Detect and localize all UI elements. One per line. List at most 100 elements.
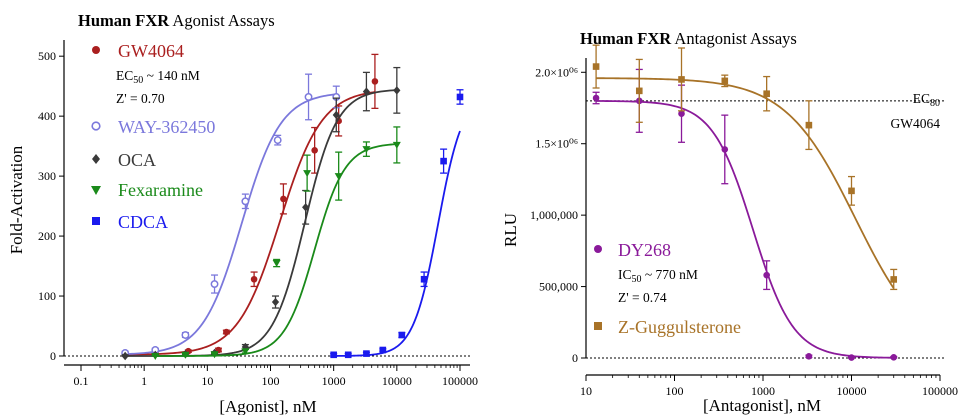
- data-point-dy268: [848, 354, 855, 361]
- marker-cdca: [456, 93, 464, 101]
- legend-label-fexaramine: Fexaramine: [118, 180, 203, 200]
- marker-z-guggulsterone: [763, 90, 770, 98]
- legend-label-dy268: DY268: [618, 240, 671, 260]
- marker-dy268: [890, 353, 898, 361]
- marker-fexaramine: [241, 348, 250, 356]
- marker-fexaramine: [151, 353, 160, 360]
- marker-dy268: [848, 354, 855, 361]
- legend-marker-dy268: [594, 245, 602, 253]
- series-dy268: [592, 68, 898, 361]
- agonist-legend: GW4064 EC50 ~ 140 nM Z' = 0.70 WAY-36245…: [91, 41, 215, 232]
- legend-item-oca: OCA: [92, 150, 156, 170]
- data-point-z-guggulsterone: [890, 268, 898, 291]
- marker-z-guggulsterone: [848, 187, 855, 195]
- marker-gw4064: [311, 147, 318, 154]
- legend-item-way-362450: WAY-362450: [91, 117, 215, 137]
- marker-z-guggulsterone: [592, 63, 600, 70]
- data-point-dy268: [763, 260, 771, 291]
- y-tick-label: 1.5×10⁰⁶: [535, 137, 578, 151]
- data-point-z-guggulsterone: [592, 44, 600, 89]
- data-point-cdca: [440, 148, 448, 174]
- x-tick-label: 100000: [922, 384, 958, 398]
- marker-way-362450: [304, 93, 313, 101]
- x-tick-label: 10: [580, 384, 592, 398]
- y-tick-label: 1,000,000: [530, 208, 578, 222]
- data-point-way-362450: [210, 274, 219, 294]
- x-tick-label: 100: [666, 384, 684, 398]
- x-tick-label: 1000: [322, 374, 346, 388]
- legend-label-z-guggulsterone: Z-Guggulsterone: [618, 317, 741, 337]
- marker-z-guggulsterone: [721, 77, 729, 85]
- data-point-dy268: [721, 114, 729, 185]
- fit-curve-z-guggulsterone: [596, 77, 895, 289]
- x-tick-label: 0.1: [74, 374, 89, 388]
- series-gw4064: [121, 53, 379, 359]
- data-point-oca: [393, 66, 401, 114]
- fit-curve-fexaramine: [155, 143, 397, 357]
- data-point-cdca: [398, 331, 406, 339]
- marker-gw4064: [250, 275, 258, 283]
- x-tick-label: 10000: [837, 384, 867, 398]
- y-tick-label: 0: [572, 351, 578, 365]
- marker-fexaramine: [392, 141, 401, 149]
- antagonist-zprime-annotation: Z' = 0.74: [618, 290, 667, 305]
- marker-z-guggulsterone: [678, 76, 685, 83]
- antagonist-y-axis-label: RLU: [501, 213, 520, 247]
- marker-z-guggulsterone: [805, 121, 813, 129]
- fit-curve-cdca: [333, 130, 461, 357]
- marker-fexaramine: [362, 146, 371, 154]
- data-point-cdca: [344, 351, 352, 359]
- series-way-362450: [121, 73, 341, 357]
- gw4064-reference-label: GW4064: [891, 116, 941, 131]
- legend-label-way-362450: WAY-362450: [118, 117, 215, 137]
- marker-z-guggulsterone: [890, 276, 898, 283]
- data-point-fexaramine: [303, 154, 312, 192]
- legend-marker-gw4064: [92, 46, 100, 54]
- fit-curve-way-362450: [125, 93, 337, 356]
- marker-oca: [121, 351, 129, 361]
- x-tick-label: 100: [262, 374, 280, 388]
- legend-marker-way-362450: [91, 121, 101, 131]
- marker-oca: [393, 86, 401, 95]
- data-point-cdca: [420, 271, 428, 288]
- agonist-x-ticks: 0.1 1 10 100 1000 10000 100000: [74, 365, 478, 388]
- antagonist-chart-title: Human FXR Antagonist Assays: [580, 29, 797, 48]
- agonist-series: [121, 53, 464, 361]
- marker-dy268: [592, 94, 600, 102]
- y-tick-label: 400: [38, 109, 56, 123]
- data-point-fexaramine: [392, 126, 401, 164]
- data-point-fexaramine: [362, 141, 371, 157]
- y-tick-label: 100: [38, 289, 56, 303]
- data-point-oca: [362, 71, 371, 112]
- marker-way-362450: [210, 280, 219, 288]
- marker-gw4064: [223, 328, 230, 336]
- x-tick-label: 100000: [442, 374, 478, 388]
- data-point-fexaramine: [241, 348, 250, 356]
- y-tick-label: 2.0×10⁰⁶: [535, 65, 578, 79]
- legend-label-cdca: CDCA: [118, 212, 168, 232]
- data-point-fexaramine: [181, 351, 190, 359]
- marker-way-362450: [241, 197, 250, 206]
- data-point-cdca: [330, 351, 338, 359]
- ic50-annotation: IC50 ~ 770 nM: [618, 267, 698, 285]
- legend-item-cdca: CDCA: [92, 212, 168, 232]
- ec50-annotation: EC50 ~ 140 nM: [116, 68, 200, 86]
- marker-z-guggulsterone: [635, 87, 643, 95]
- marker-dy268: [721, 146, 729, 153]
- agonist-chart: Human FXR Agonist Assays 0 100 200 300 400 50…: [7, 11, 478, 415]
- antagonist-y-ticks: 0 500,000 1,000,000 1.5×10⁰⁶ 2.0×10⁰⁶: [530, 65, 586, 365]
- x-tick-label: 10: [201, 374, 213, 388]
- marker-fexaramine: [303, 170, 312, 178]
- data-point-gw4064: [250, 271, 258, 288]
- data-point-gw4064: [335, 105, 343, 137]
- series-z-guggulsterone: [592, 44, 898, 291]
- x-tick-label: 1: [141, 374, 147, 388]
- data-point-fexaramine: [272, 258, 281, 268]
- marker-fexaramine: [210, 351, 219, 359]
- data-point-z-guggulsterone: [805, 100, 813, 151]
- data-point-cdca: [379, 346, 387, 354]
- legend-marker-fexaramine: [91, 186, 101, 195]
- legend-item-z-guggulsterone: Z-Guggulsterone: [594, 317, 741, 337]
- data-point-way-362450: [241, 193, 250, 210]
